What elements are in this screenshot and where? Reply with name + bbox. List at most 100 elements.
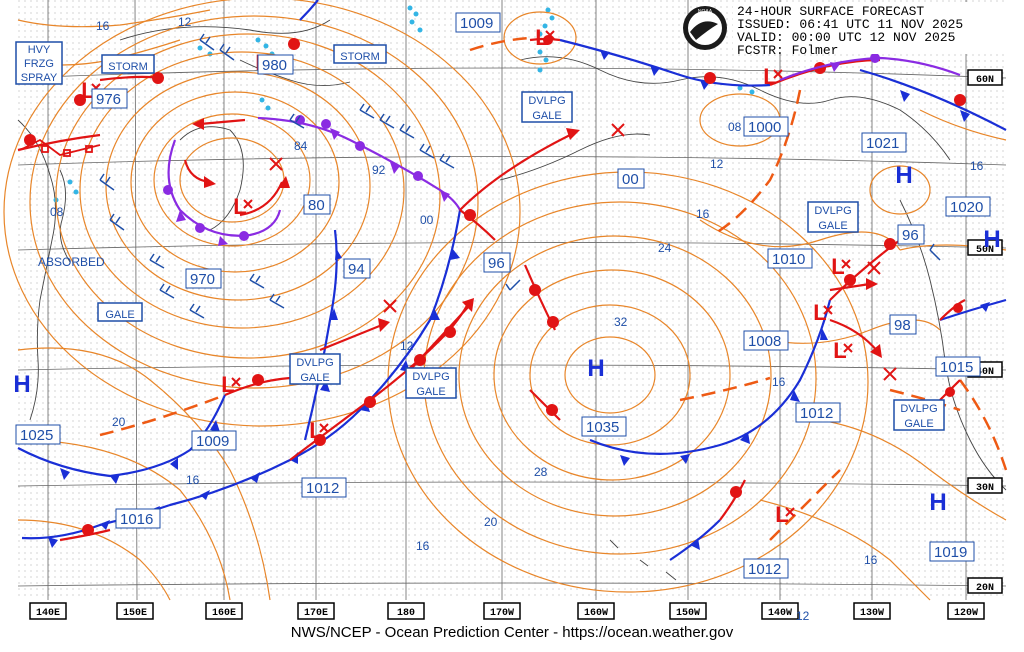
warning-storm-central: STORM: [333, 44, 387, 64]
pressure-center-high: H 1035: [581, 355, 627, 437]
low-symbol: L: [813, 300, 826, 325]
pressure-value: 1008: [748, 333, 781, 350]
cold-front: [859, 68, 1007, 131]
pressure-value-box: [617, 168, 645, 189]
longitude-label: 160W: [584, 608, 608, 619]
low-symbol: L: [81, 78, 94, 103]
warning-text: GALE: [532, 110, 561, 122]
cold-front: [299, 0, 319, 21]
pressure-value-box: [743, 330, 789, 351]
low-x-mark: [243, 199, 253, 209]
low-symbol: L: [233, 194, 246, 219]
pressure-value: 1019: [934, 544, 967, 561]
isobar: [55, 33, 441, 359]
pressure-center-low: 1015: [935, 356, 981, 377]
low-symbol: L: [535, 25, 548, 50]
isobar-value: 16: [772, 375, 786, 389]
isobar: [17, 439, 231, 601]
pressure-center-low: L 1012: [301, 418, 347, 498]
warning-text: GALE: [818, 220, 847, 232]
low-x-mark: [843, 343, 853, 353]
low-symbol: L: [763, 64, 776, 89]
warning-text: DVLPG: [296, 357, 333, 369]
trough: [679, 376, 771, 402]
isobar: [17, 519, 171, 601]
pressure-value: 1012: [748, 561, 781, 578]
pressure-value: 1010: [772, 251, 805, 268]
pressure-value-box: [889, 314, 917, 335]
isobar-value: 92: [372, 163, 386, 177]
isobar-value: 32: [614, 315, 628, 329]
latitude-label: 20N: [976, 583, 994, 594]
pressure-value-box: [483, 252, 511, 273]
isobar-value: 16: [416, 539, 430, 553]
longitude-label-box: [761, 602, 799, 620]
pressure-value: 1015: [940, 359, 973, 376]
pressure-value: 1035: [586, 419, 619, 436]
isobar: [564, 336, 656, 414]
warning-box: [893, 399, 945, 431]
pressure-value-box: [115, 508, 161, 529]
pressure-center-low: L 1012: [743, 502, 795, 579]
warning-text: GALE: [300, 372, 329, 384]
map-background: [18, 0, 1006, 600]
pressure-center-low: 96: [897, 224, 925, 245]
latitude-label: 40N: [976, 367, 994, 378]
pressure-value: 1012: [800, 405, 833, 422]
isobar: [819, 419, 1007, 521]
pressure-value: 94: [348, 261, 365, 278]
latitude-label-box: [967, 577, 1003, 594]
low-symbol: L: [833, 338, 846, 363]
warning-box: [807, 201, 859, 233]
longitude-label-box: [29, 602, 67, 620]
isobar-value: 16: [864, 553, 878, 567]
isobar-value: 24: [658, 241, 672, 255]
isobar-value: 20: [484, 515, 498, 529]
wind-barbs: [99, 33, 941, 319]
pressure-value: 96: [902, 227, 919, 244]
pressure-value-box: [303, 194, 331, 215]
pressure-value-box: [15, 424, 61, 445]
pressure-center-low: L 1008: [743, 300, 833, 351]
pressure-center-low: L 1009: [455, 12, 555, 50]
warning-text: FRZG: [24, 58, 54, 70]
isobar-value: 08: [728, 120, 742, 134]
forecast-header: NOAA 24-HOUR SURFACE FORECAST ISSUED: 06…: [683, 2, 1005, 58]
pressure-center-low: L980: [255, 50, 294, 75]
longitude-label: 140E: [36, 608, 60, 619]
pressure-center-high: H 1025: [13, 371, 61, 445]
trough: [769, 469, 841, 541]
pressure-value-box: [929, 541, 975, 562]
longitude-label-box: [205, 602, 243, 620]
isobar-value: 20: [112, 415, 126, 429]
longitude-label: 140W: [768, 608, 792, 619]
high-symbol: H: [929, 489, 946, 516]
track-arrowheads: [192, 118, 882, 358]
warning-text: SPRAY: [21, 72, 58, 84]
high-symbol: H: [895, 162, 912, 189]
warning-hvy-frzg-spray: HVY FRZG SPRAY: [15, 41, 63, 85]
pressure-value: 970: [190, 271, 215, 288]
longitude-label: 150W: [676, 608, 700, 619]
track-arrow: [319, 323, 383, 352]
high-symbol: H: [983, 226, 1000, 253]
low-x-mark: [841, 259, 851, 269]
freezing-spray-symbols: [19, 138, 101, 157]
latitude-label-box: [967, 69, 1003, 86]
warning-dvlpg-gale-5: DVLPG GALE: [893, 399, 945, 431]
pressure-value-box: [743, 558, 789, 579]
warning-box: [333, 44, 387, 64]
pressure-value-box: [343, 258, 371, 279]
track-arrow: [829, 282, 871, 292]
warning-gale-west: GALE: [97, 302, 143, 322]
pressure-center-low: 96: [483, 252, 511, 273]
warning-text: DVLPG: [528, 95, 565, 107]
low-x-mark: [231, 377, 241, 387]
low-symbol: L: [309, 418, 322, 443]
trough: [99, 393, 226, 437]
low-x-mark: [785, 507, 795, 517]
absorbed-label: ABSORBED: [38, 255, 105, 269]
isobar-value: 12: [796, 609, 810, 623]
occluded-front: [257, 116, 461, 211]
